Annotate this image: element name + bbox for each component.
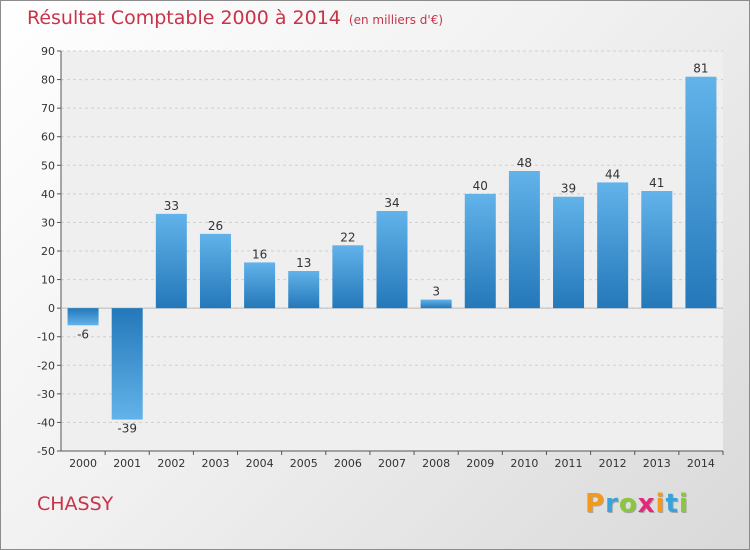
x-tick-label: 2006 [334,457,362,470]
x-tick-label: 2009 [466,457,494,470]
x-tick-label: 2011 [555,457,583,470]
data-label-2011: 39 [561,182,576,196]
data-label-2010: 48 [517,156,532,170]
data-label-2007: 34 [384,196,399,210]
x-tick-label: 2003 [201,457,229,470]
bar-2008 [420,299,452,309]
x-tick-label: 2013 [643,457,671,470]
chart-title: Résultat Comptable 2000 à 2014 (en millie… [27,7,443,29]
y-tick-label: 20 [41,245,55,258]
y-tick-label: 80 [41,74,55,87]
logo-letter: P [585,489,606,519]
y-tick-label: 90 [41,45,55,58]
bar-2014 [685,76,717,309]
data-label-2005: 13 [296,256,311,270]
logo-letter: i [678,489,689,519]
data-label-2002: 33 [164,199,179,213]
data-label-2009: 40 [473,179,488,193]
bar-2003 [199,233,231,309]
x-tick-label: 2005 [290,457,318,470]
y-tick-label: -40 [37,416,55,429]
data-label-2003: 26 [208,219,223,233]
data-label-2001: -39 [117,422,137,436]
logo-letter: o [618,489,638,519]
x-tick-label: 2001 [113,457,141,470]
x-tick-label: 2000 [69,457,97,470]
x-tick-label: 2002 [157,457,185,470]
data-label-2004: 16 [252,247,267,261]
x-tick-label: 2010 [510,457,538,470]
chart-subtitle: (en milliers d'€) [348,13,444,27]
bar-2013 [641,191,673,309]
y-tick-label: 50 [41,159,55,172]
bar-2000 [67,308,99,326]
x-tick-label: 2007 [378,457,406,470]
logo-letter: t [665,489,679,519]
y-tick-label: 70 [41,102,55,115]
proxiti-logo: Proxiti [585,489,689,519]
y-tick-label: -30 [37,388,55,401]
y-tick-label: -50 [37,445,55,458]
bar-2007 [376,211,408,309]
y-tick-label: 10 [41,274,55,287]
bar-2011 [553,196,585,309]
data-label-2008: 3 [432,285,440,299]
commune-name: CHASSY [37,493,114,515]
data-label-2012: 44 [605,167,620,181]
bar-2009 [464,193,496,309]
y-tick-label: -10 [37,331,55,344]
bar-2006 [332,245,364,309]
bar-2004 [244,262,276,309]
logo-letter: x [637,489,656,519]
bar-2010 [508,171,540,309]
bar-2002 [155,213,187,309]
data-label-2014: 81 [693,62,708,76]
bar-2005 [288,271,320,309]
x-tick-label: 2012 [599,457,627,470]
y-tick-label: 40 [41,188,55,201]
x-tick-label: 2008 [422,457,450,470]
data-label-2006: 22 [340,230,355,244]
y-tick-label: 60 [41,131,55,144]
y-tick-label: 30 [41,216,55,229]
bar-2012 [597,182,629,309]
logo-letter: r [605,489,619,519]
logo-letter: i [655,489,666,519]
data-label-2000: -6 [77,327,89,341]
y-tick-label: 0 [48,302,55,315]
x-tick-label: 2004 [246,457,274,470]
title-text: Résultat Comptable 2000 à 2014 [27,7,341,29]
bar-2001 [111,308,143,420]
x-tick-label: 2014 [687,457,715,470]
data-label-2013: 41 [649,176,664,190]
y-tick-label: -20 [37,359,55,372]
